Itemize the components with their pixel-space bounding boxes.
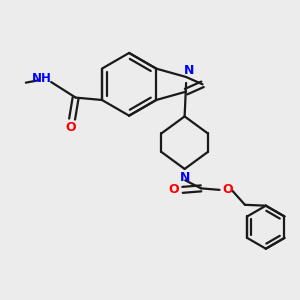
Text: O: O (65, 121, 76, 134)
Text: O: O (169, 183, 179, 196)
Text: NH: NH (32, 72, 52, 85)
Text: N: N (180, 171, 190, 184)
Text: N: N (184, 64, 194, 77)
Text: O: O (223, 183, 233, 196)
